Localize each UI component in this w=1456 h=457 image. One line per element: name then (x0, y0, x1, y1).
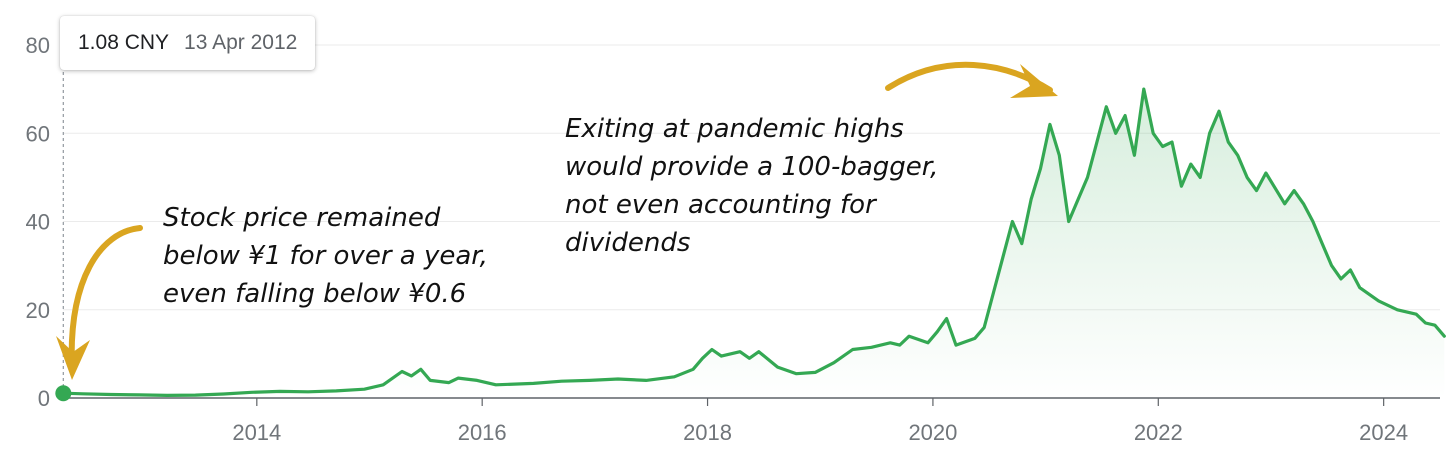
x-axis: 2014 2016 2018 2020 2022 2024 (232, 398, 1408, 445)
arrow-left-head (56, 336, 90, 380)
tooltip-price: 1.08 CNY (78, 31, 170, 54)
price-area-fill (63, 89, 1445, 398)
x-tick-label: 2018 (683, 420, 732, 445)
y-tick-label: 60 (26, 121, 50, 146)
tooltip-date: 13 Apr 2012 (184, 31, 298, 54)
price-line[interactable] (61, 87, 1446, 397)
y-tick-label: 80 (26, 33, 50, 58)
price-tooltip: 1.08 CNY 13 Apr 2012 (60, 16, 316, 70)
y-tick-label: 0 (38, 386, 50, 411)
y-tick-label: 20 (26, 298, 50, 323)
x-tick-label: 2020 (908, 420, 957, 445)
x-tick-label: 2014 (232, 420, 281, 445)
hover-point-marker (55, 385, 72, 402)
annotation-pandemic-highs: Exiting at pandemic highs would provide … (565, 114, 939, 258)
y-axis: 0 20 40 60 80 (26, 33, 50, 411)
x-tick-label: 2016 (458, 420, 507, 445)
arrow-right-shaft (885, 61, 1053, 93)
arrow-left-shaft (68, 225, 143, 373)
x-tick-label: 2022 (1134, 420, 1183, 445)
y-tick-label: 40 (26, 210, 50, 235)
x-tick-label: 2024 (1359, 420, 1408, 445)
arrow-left (56, 225, 143, 380)
arrow-right (885, 61, 1058, 98)
arrow-right-head (1010, 64, 1058, 98)
annotation-low-price: Stock price remained below ¥1 for over a… (163, 203, 488, 309)
